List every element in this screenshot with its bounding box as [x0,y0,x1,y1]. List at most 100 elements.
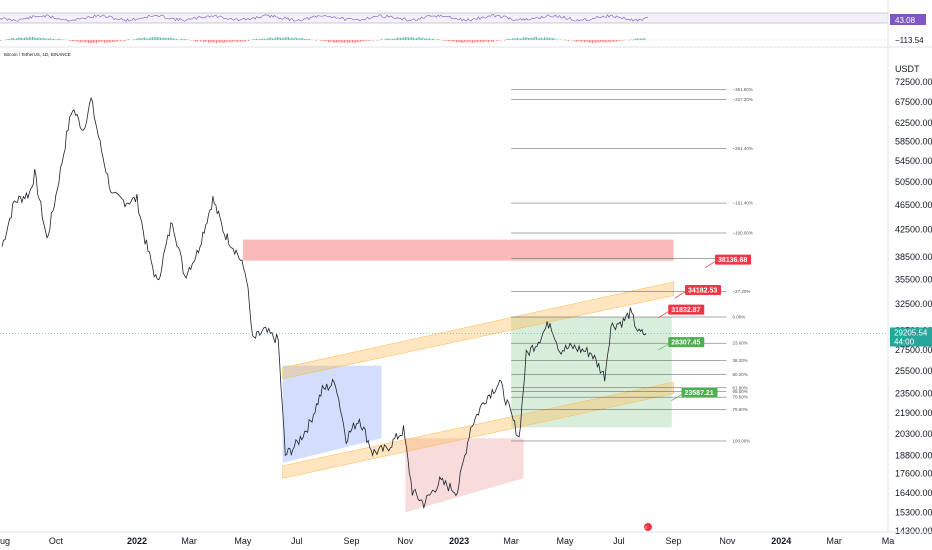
macd-value: −113.54 [895,36,924,45]
macd-bar [484,40,486,42]
macd-bar [144,37,146,40]
symbol-title: Bitcoin / TetherUS, 1D, BINANCE [4,52,71,57]
macd-bar [336,40,338,43]
macd-bar [107,40,109,43]
target-tag [715,254,752,265]
macd-bar [54,39,56,40]
macd-bar [240,40,242,42]
macd-bar [25,37,27,40]
macd-bar [328,40,330,43]
macd-bar [350,40,352,42]
macd-bar [152,37,154,40]
time-axis-ticks: Aug Oct 2022 Mar May Jul Sep Nov 2023 Mar May Jul Se… [0,536,894,546]
macd-bar [430,38,432,40]
macd-bar [160,37,162,40]
macd-bar [244,40,246,42]
macd-bar [35,37,37,40]
macd-bar [636,38,638,40]
macd-bar [116,40,118,42]
macd-bar [112,40,114,42]
macd-bar [400,37,402,40]
macd-bar [32,36,34,40]
macd-bar [289,38,291,40]
macd-bar [281,37,283,40]
macd-bar [320,40,322,41]
macd-bar [388,39,390,40]
time-tick-label: Mar [503,536,519,546]
macd-bar [273,38,275,40]
fib-level-label: 78.60% [733,407,748,412]
price-series-line [1,96,647,510]
macd-bar [398,37,400,40]
macd-bar [59,38,61,40]
macd-bar [456,40,458,43]
target-tag [668,337,705,348]
macd-bar [587,40,589,42]
macd-bar [68,40,70,41]
events-icon[interactable]: ≡ [644,523,652,531]
macd-bar [521,38,523,40]
macd-bar [286,37,288,40]
macd-bar [233,40,235,42]
macd-bar [155,37,157,40]
macd-bar [332,40,334,43]
macd-bar [278,37,280,40]
channel-band-lower [282,381,674,479]
macd-bar [411,37,413,40]
macd-bar [339,40,341,43]
macd-bar [217,40,219,43]
svg-text:≡: ≡ [645,525,648,530]
macd-bar [252,39,254,40]
macd-bar [305,38,307,40]
macd-bar [46,38,48,40]
time-axis[interactable]: Aug Oct 2022 Mar May Jul Sep Nov 2023 Mar May Jul Se… [0,531,932,546]
macd-bar [611,40,613,42]
macd-bar [182,38,184,40]
macd-bar [96,40,98,44]
macd-bar [136,38,138,40]
macd-bar [531,37,533,40]
price-axis[interactable]: USDT 72500.00 67500.00 62500.00 58500.00 545… [887,0,932,536]
macd-bar [228,40,230,42]
macd-bar [585,40,587,42]
price-tick-label: 23500.00 [895,389,932,399]
price-tick-label: 27500.00 [895,345,932,355]
macd-bar [492,40,494,42]
macd-bar [8,39,10,40]
macd-bar [486,40,488,42]
macd-bar [396,37,398,40]
macd-bar [33,37,35,40]
price-tick-label: 42500.00 [895,225,932,235]
macd-bar [404,37,406,40]
macd-bar [86,40,88,43]
macd-bar [94,40,96,43]
price-tick-label: 25500.00 [895,366,932,376]
macd-bar [640,38,642,40]
macd-bar [496,40,498,41]
macd-bar [89,40,91,43]
fib-level-label: −161.40% [733,201,753,206]
macd-bar [552,38,554,40]
macd-bar [91,40,93,44]
time-tick-label: Nov [719,536,736,546]
macd-bar [97,40,99,43]
macd-bar [208,40,210,43]
macd-bar [204,40,206,42]
macd-bar [134,39,136,40]
macd-bar [120,40,122,42]
fib-level-label: −327.20% [733,97,753,102]
target-label: 34182.53 [688,287,717,294]
macd-bar [70,40,72,41]
macd-bar [385,38,387,40]
macd-bar [524,37,526,40]
macd-bar [601,40,603,42]
macd-bar [427,38,429,40]
macd-bar [444,40,446,41]
macd-bar [516,37,518,40]
macd-bar [630,39,632,40]
macd-bar [292,38,294,40]
rsi-value: 43.08 [895,16,916,25]
macd-bar [424,38,426,40]
macd-bar [638,38,640,40]
